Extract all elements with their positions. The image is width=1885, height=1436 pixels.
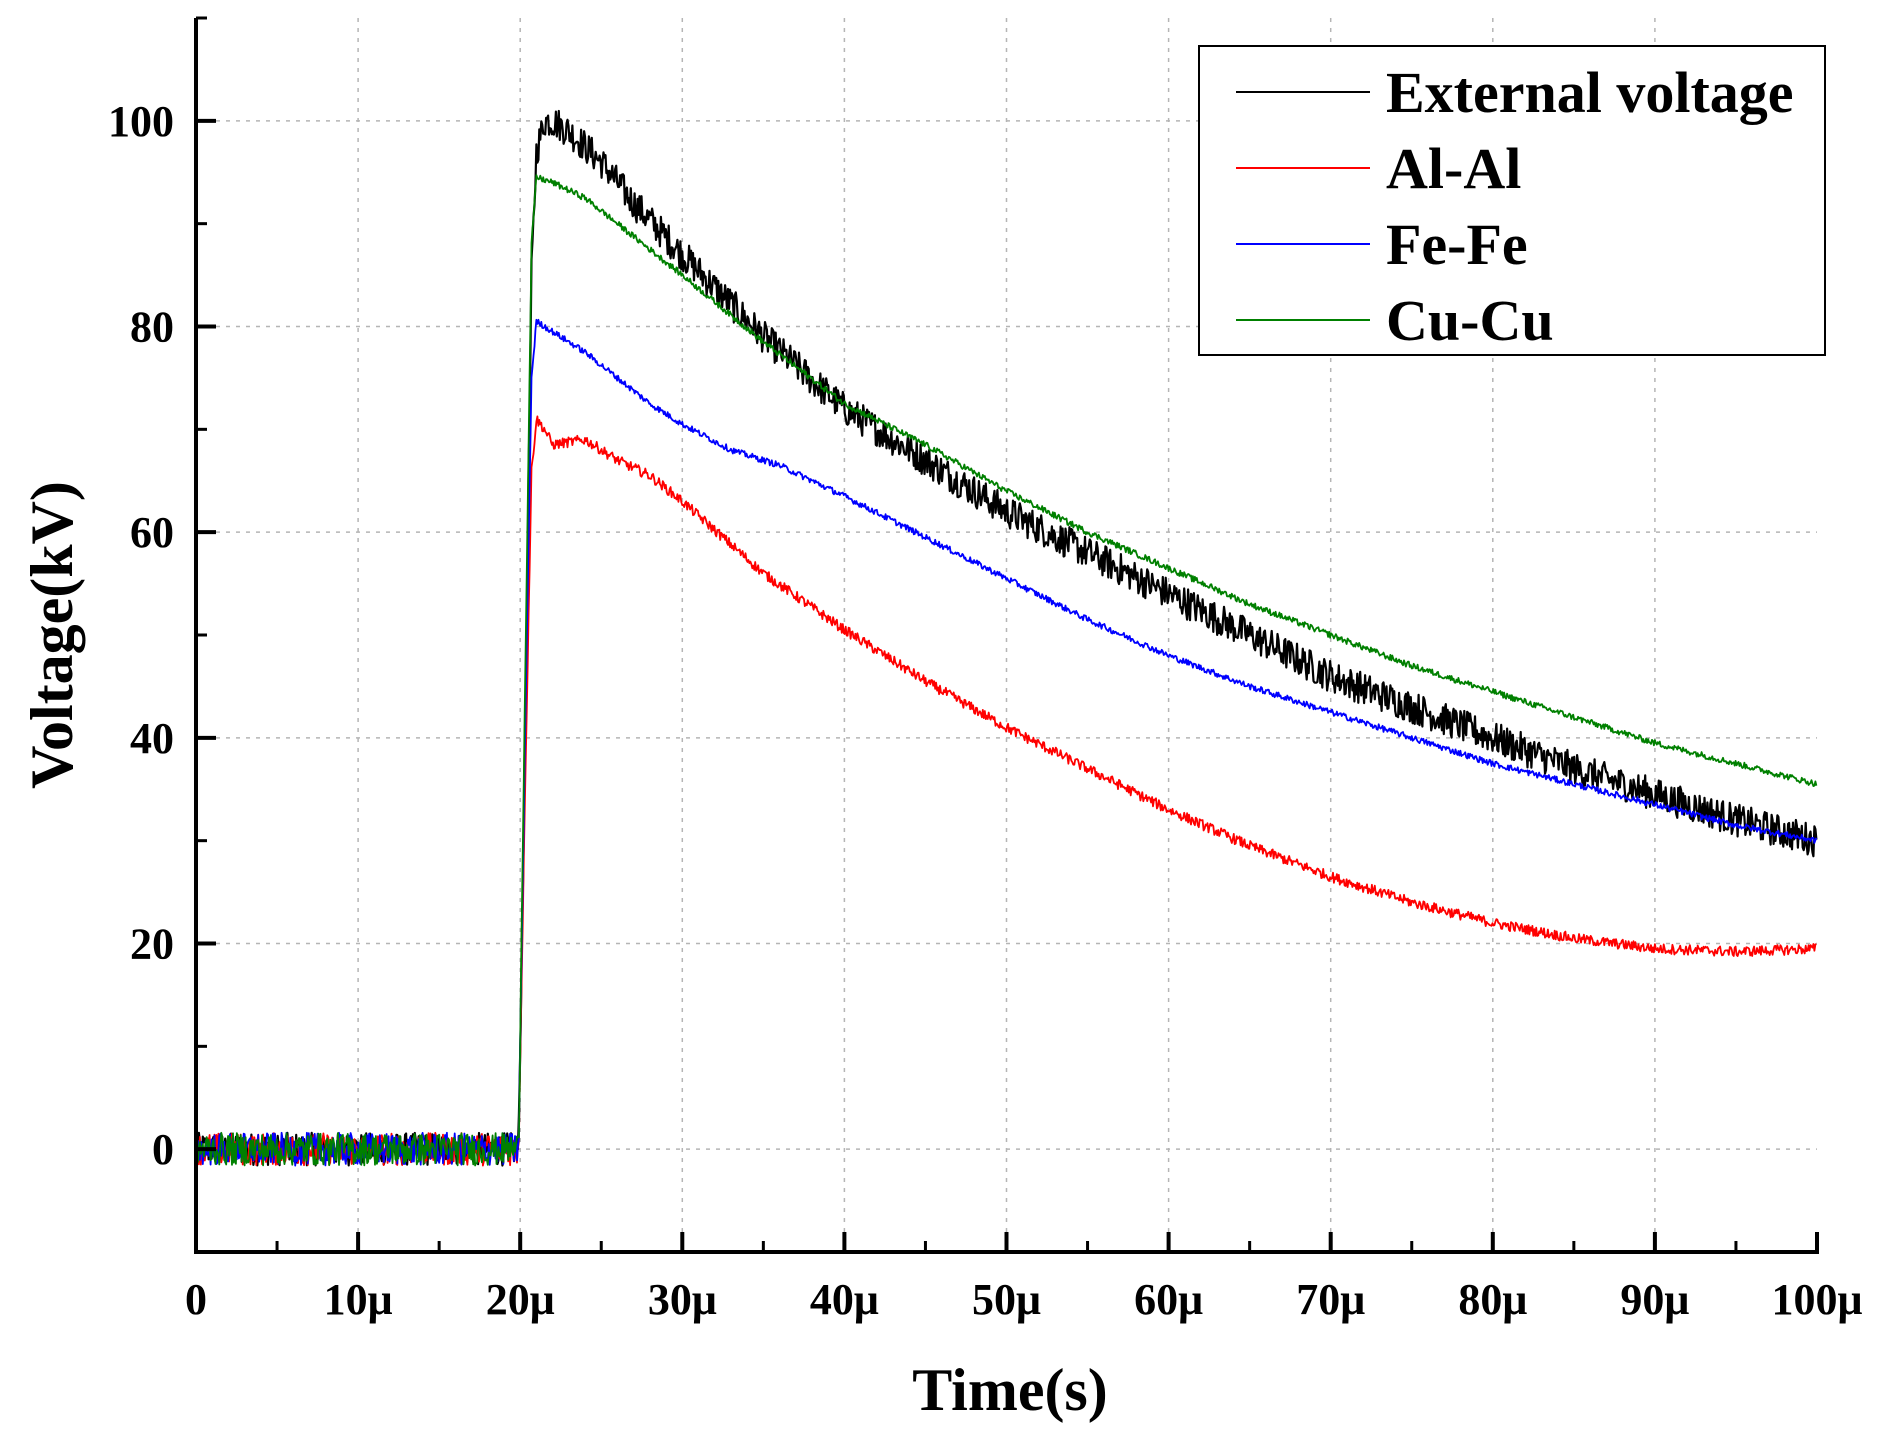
x-tick-label: 50μ — [972, 1275, 1041, 1324]
x-tick-label: 20μ — [486, 1275, 555, 1324]
x-tick-label: 30μ — [648, 1275, 717, 1324]
y-tick-label: 60 — [130, 508, 174, 557]
legend-label: Cu-Cu — [1386, 288, 1554, 353]
legend-label: External voltage — [1386, 60, 1794, 125]
x-axis-title: Time(s) — [912, 1357, 1108, 1423]
legend: External voltage Al-Al Fe-Fe Cu-Cu — [1198, 45, 1826, 356]
legend-items: External voltage Al-Al Fe-Fe Cu-Cu — [1236, 60, 1794, 353]
legend-label: Fe-Fe — [1386, 212, 1528, 277]
y-tick-label: 80 — [130, 303, 174, 352]
y-tick-label: 40 — [130, 714, 174, 763]
x-tick-label: 70μ — [1296, 1275, 1365, 1324]
y-axis-title: Voltage(kV) — [19, 481, 85, 789]
series-line-fe-fe — [195, 318, 1818, 1167]
x-tick-label: 10μ — [324, 1275, 393, 1324]
legend-label: Al-Al — [1386, 136, 1521, 201]
y-tick-label: 0 — [152, 1125, 174, 1174]
x-tick-label: 0 — [185, 1275, 207, 1324]
series-line-cu-cu — [195, 174, 1818, 1167]
x-tick-label: 80μ — [1458, 1275, 1527, 1324]
axis-ticks — [194, 16, 1819, 1254]
legend-box — [1198, 45, 1826, 356]
series-line-al-al — [195, 415, 1817, 1167]
x-tick-label: 40μ — [810, 1275, 879, 1324]
x-tick-label: 60μ — [1134, 1275, 1203, 1324]
y-tick-label: 100 — [108, 97, 174, 146]
x-tick-label: 90μ — [1620, 1275, 1689, 1324]
y-tick-label: 20 — [130, 920, 174, 969]
x-tick-label: 100μ — [1772, 1275, 1863, 1324]
plot-area — [194, 109, 1818, 1167]
tick-labels: 0 10μ 20μ 30μ 40μ 50μ 60μ 70μ 80μ 90μ 100μ 0 20 40 60 8… — [108, 97, 1863, 1324]
